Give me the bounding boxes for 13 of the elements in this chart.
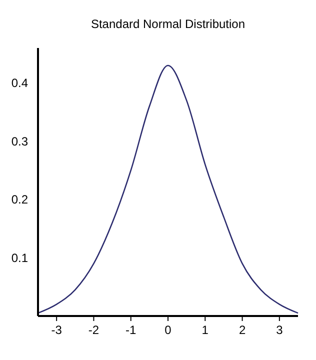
x-tick-label: 3 — [276, 323, 284, 337]
x-tick-label: 2 — [238, 323, 246, 337]
y-tick-label: 0.1 — [11, 250, 28, 265]
y-tick-label: 0.2 — [11, 192, 28, 207]
y-tick-label: 0.3 — [11, 134, 28, 148]
x-tick-label: 0 — [164, 323, 172, 337]
line-series — [37, 64, 299, 314]
x-tick-label: 1 — [202, 323, 209, 337]
chart-title: Standard Normal Distribution — [90, 17, 246, 31]
x-tick-label: -1 — [126, 323, 137, 337]
y-tick-label: 0.4 — [11, 76, 28, 90]
x-tick-label: -2 — [88, 323, 100, 337]
x-tick-label: -3 — [51, 323, 62, 337]
